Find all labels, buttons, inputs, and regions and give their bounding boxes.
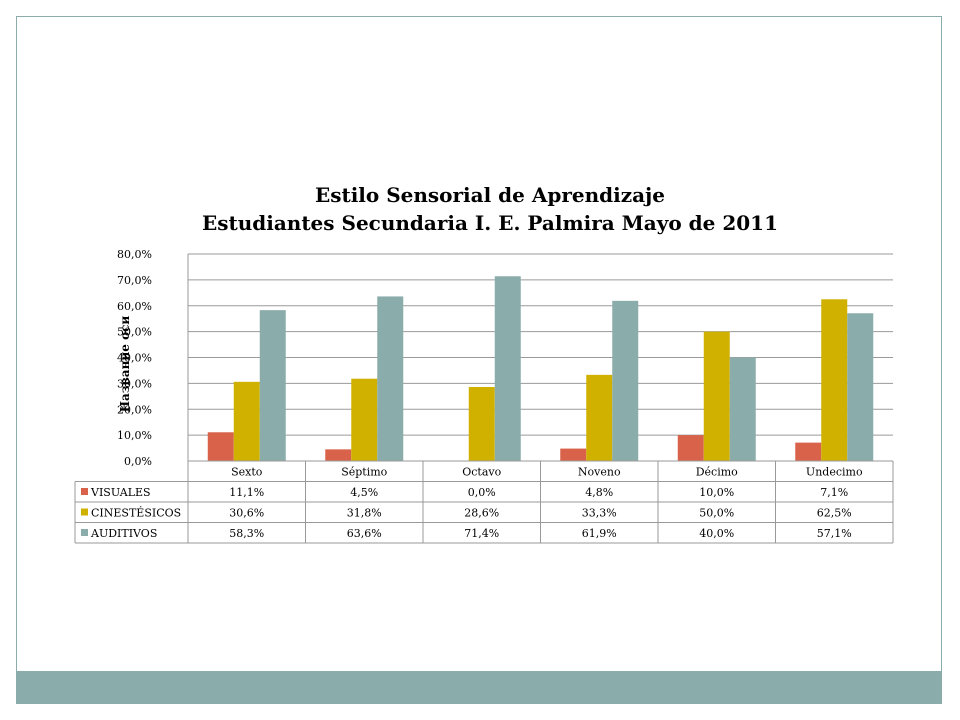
y-tick-label: 80,0% — [117, 248, 152, 261]
category-label: Sexto — [231, 466, 263, 479]
legend-label: VISUALES — [90, 486, 151, 499]
chart-title: Estilo Sensorial de Aprendizaje — [314, 183, 666, 207]
chart-subtitle: Estudiantes Secundaria I. E. Palmira May… — [201, 211, 779, 235]
bar-cinestésicos — [821, 299, 848, 461]
legend-label: AUDITIVOS — [90, 527, 157, 540]
data-label: 57,1% — [817, 527, 852, 540]
data-label: 11,1% — [229, 486, 264, 499]
slide-frame — [16, 16, 942, 704]
data-label: 33,3% — [582, 507, 617, 520]
data-label: 63,6% — [347, 527, 382, 540]
data-label: 61,9% — [582, 527, 617, 540]
chart-title-block: Estilo Sensorial de Aprendizaje Estudian… — [100, 181, 880, 237]
bar-cinestésicos — [586, 374, 613, 461]
bar-auditivos — [729, 357, 756, 461]
category-label: Noveno — [578, 466, 621, 479]
data-label: 31,8% — [347, 507, 382, 520]
data-label: 4,8% — [585, 486, 613, 499]
footer-bar — [17, 671, 941, 703]
bar-visuales — [325, 449, 352, 461]
bar-auditivos — [612, 300, 639, 461]
bar-cinestésicos — [233, 381, 260, 461]
data-label: 30,6% — [229, 507, 264, 520]
legend-key-visuales — [81, 488, 88, 495]
data-label: 0,0% — [468, 486, 496, 499]
bar-cinestésicos — [351, 378, 378, 461]
data-label: 50,0% — [699, 507, 734, 520]
y-tick-label: 40,0% — [117, 352, 152, 365]
category-label: Décimo — [696, 466, 738, 479]
y-tick-label: 0,0% — [124, 455, 152, 468]
data-label: 28,6% — [464, 507, 499, 520]
category-label: Octavo — [462, 466, 501, 479]
bar-cinestésicos — [703, 331, 730, 461]
y-tick-label: 60,0% — [117, 300, 152, 313]
y-tick-label: 70,0% — [117, 274, 152, 287]
category-label: Séptimo — [341, 466, 387, 479]
data-label: 40,0% — [699, 527, 734, 540]
category-label: Undecimo — [806, 466, 863, 479]
bar-visuales — [560, 448, 587, 461]
y-tick-label: 20,0% — [117, 403, 152, 416]
bar-auditivos — [377, 296, 404, 461]
bar-auditivos — [494, 276, 521, 461]
y-tick-label: 50,0% — [117, 326, 152, 339]
data-label: 62,5% — [817, 507, 852, 520]
legend-key-auditivos — [81, 529, 88, 536]
bar-visuales — [795, 442, 822, 461]
bar-visuales — [207, 432, 234, 461]
bar-cinestésicos — [468, 386, 495, 461]
data-label: 71,4% — [464, 527, 499, 540]
data-label: 7,1% — [820, 486, 848, 499]
data-label: 10,0% — [699, 486, 734, 499]
y-tick-label: 10,0% — [117, 429, 152, 442]
bar-visuales — [677, 435, 704, 461]
legend-key-cinestésicos — [81, 508, 88, 516]
legend-label: CINESTÉSICOS — [91, 506, 181, 520]
bar-auditivos — [847, 313, 874, 461]
data-label: 4,5% — [350, 486, 378, 499]
bar-auditivos — [259, 310, 286, 461]
y-tick-label: 30,0% — [117, 377, 152, 390]
data-label: 58,3% — [229, 527, 264, 540]
